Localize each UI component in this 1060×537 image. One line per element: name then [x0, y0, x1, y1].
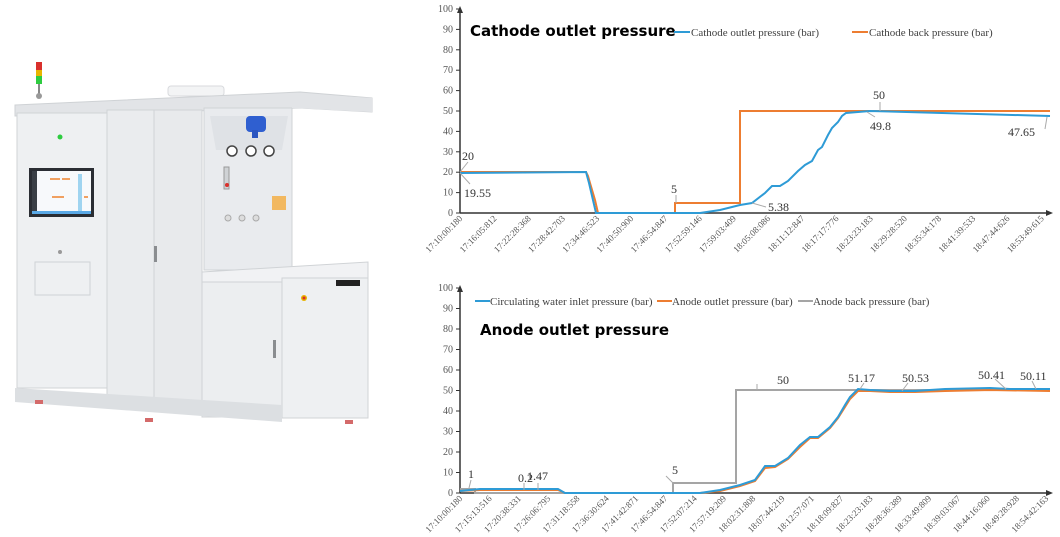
anode-chart-svg: 0 10 20 30 40 50 60 70 80 90 100 17:10:00:18017:15…: [423, 283, 1053, 534]
legend-cathode-outlet: Cathode outlet pressure (bar): [691, 27, 819, 39]
cathode-pressure-chart: 0 10 20 30 40 50 60 70 80 90 100 17:10:00:180 17:16…: [420, 0, 1060, 268]
svg-text:1: 1: [468, 467, 474, 481]
legend: Cathode outlet pressure (bar) Cathode ba…: [674, 27, 993, 39]
signal-tower-light: [36, 62, 42, 99]
anode-pressure-chart: 0 10 20 30 40 50 60 70 80 90 100 17:10:00:180 17:15…: [420, 278, 1060, 537]
svg-text:70: 70: [443, 345, 453, 356]
data-labels: 20 19.55 5 5.38 50 49.8 47.65: [459, 88, 1048, 214]
series-cathode-outlet-pressure: [459, 109, 1051, 214]
svg-text:50.41: 50.41: [978, 368, 1005, 382]
legend-anode-back: Anode back pressure (bar): [813, 296, 930, 308]
svg-text:60: 60: [443, 365, 453, 376]
x-axis-ticks: 17:10:00:18017:15:13:51617:20:38:33117:2…: [423, 493, 1050, 534]
svg-text:50: 50: [443, 106, 453, 117]
svg-text:49.8: 49.8: [870, 119, 891, 133]
series-circulating-water-pressure: [459, 386, 1050, 494]
svg-text:0: 0: [448, 488, 453, 499]
svg-text:20: 20: [462, 149, 474, 163]
hmi-touchscreen: [29, 168, 94, 217]
legend-cathode-back: Cathode back pressure (bar): [869, 27, 993, 39]
legend: Circulating water inlet pressure (bar) A…: [475, 296, 930, 308]
svg-text:80: 80: [443, 324, 453, 335]
svg-text:0.2: 0.2: [518, 471, 533, 485]
svg-text:20: 20: [443, 167, 453, 178]
svg-text:40: 40: [443, 406, 453, 417]
test-station-illustration: [14, 62, 373, 424]
data-labels: 1 0.2 1.47 5 50 51.17 50.53 50.41 50.11: [468, 368, 1047, 490]
svg-text:50: 50: [873, 88, 885, 102]
svg-text:50: 50: [777, 373, 789, 387]
test-station-image: [0, 50, 400, 430]
svg-text:47.65: 47.65: [1008, 125, 1035, 139]
x-axis-ticks: 17:10:00:18017:16:05:81217:22:28:36817:2…: [423, 213, 1046, 254]
svg-text:90: 90: [443, 24, 453, 35]
svg-text:19.55: 19.55: [464, 186, 491, 200]
cathode-chart-svg: 0 10 20 30 40 50 60 70 80 90 100 17:10:00:18017:16…: [423, 4, 1053, 254]
y-axis-ticks: 0 10 20 30 40 50 60 70 80 90 100: [438, 283, 460, 499]
svg-text:50.53: 50.53: [902, 371, 929, 385]
svg-text:70: 70: [443, 65, 453, 76]
svg-text:5: 5: [672, 463, 678, 477]
svg-text:10: 10: [443, 468, 453, 479]
legend-anode-outlet: Anode outlet pressure (bar): [672, 296, 793, 308]
svg-text:5.38: 5.38: [768, 200, 789, 214]
svg-text:30: 30: [443, 427, 453, 438]
chart-title: Anode outlet pressure: [480, 321, 669, 339]
y-axis-ticks: 0 10 20 30 40 50 60 70 80 90 100: [438, 4, 460, 219]
chart-title: Cathode outlet pressure: [470, 22, 676, 40]
svg-text:80: 80: [443, 45, 453, 56]
pressure-gauges: [226, 145, 275, 157]
legend-circulating-water: Circulating water inlet pressure (bar): [490, 296, 653, 308]
svg-text:40: 40: [443, 126, 453, 137]
svg-text:0: 0: [448, 208, 453, 219]
svg-text:51.17: 51.17: [848, 371, 875, 385]
svg-text:50: 50: [443, 386, 453, 397]
svg-text:100: 100: [438, 283, 453, 294]
svg-text:90: 90: [443, 304, 453, 315]
svg-text:18:53:49:615: 18:53:49:615: [1005, 213, 1046, 254]
series-anode-back-pressure: [460, 389, 1050, 494]
valve-blue: [246, 116, 266, 138]
svg-text:1.47: 1.47: [527, 469, 548, 483]
svg-text:5: 5: [671, 182, 677, 196]
svg-text:100: 100: [438, 4, 453, 15]
series-anode-outlet-pressure: [459, 388, 1051, 494]
series-cathode-back-pressure: [460, 110, 1050, 214]
svg-text:60: 60: [443, 86, 453, 97]
svg-text:10: 10: [443, 188, 453, 199]
svg-text:20: 20: [443, 447, 453, 458]
svg-text:50.11: 50.11: [1020, 369, 1047, 383]
svg-text:30: 30: [443, 147, 453, 158]
